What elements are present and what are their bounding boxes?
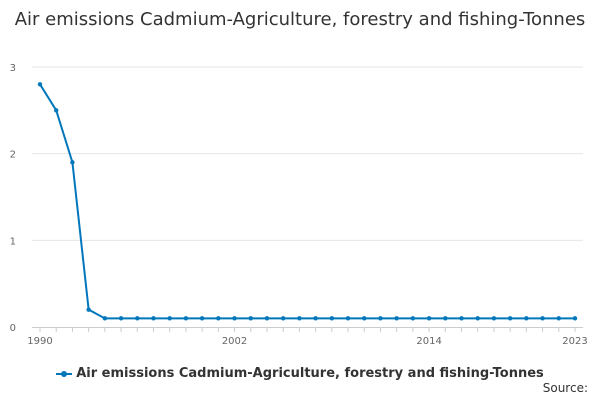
data-point[interactable]: [459, 316, 464, 321]
data-point[interactable]: [280, 316, 286, 321]
data-point[interactable]: [378, 316, 383, 321]
data-point[interactable]: [362, 316, 367, 321]
grid-lines: [32, 66, 583, 241]
data-point[interactable]: [151, 316, 156, 321]
y-axis: 0 1 2 3: [10, 63, 16, 334]
data-point[interactable]: [443, 316, 448, 321]
data-point[interactable]: [524, 316, 529, 321]
legend-label: Air emissions Cadmium-Agriculture, fores…: [76, 366, 544, 381]
x-tick-label: 2023: [562, 336, 587, 347]
data-point[interactable]: [232, 316, 237, 321]
data-point[interactable]: [70, 160, 75, 165]
data-point[interactable]: [102, 316, 108, 321]
data-point[interactable]: [183, 316, 189, 321]
chart-title: Air emissions Cadmium-Agriculture, fores…: [14, 9, 586, 30]
x-tick-label: 2014: [416, 336, 441, 347]
y-tick-label: 3: [10, 63, 16, 74]
series-layer: [37, 82, 578, 321]
data-point[interactable]: [491, 316, 497, 321]
source-label: Source:: [542, 381, 588, 395]
data-point[interactable]: [394, 316, 399, 321]
y-tick-label: 0: [10, 323, 16, 334]
data-point[interactable]: [507, 316, 513, 321]
data-point[interactable]: [345, 316, 351, 321]
data-point[interactable]: [167, 316, 172, 321]
data-point[interactable]: [37, 82, 43, 87]
data-point[interactable]: [329, 316, 335, 321]
x-tick-label: 2002: [222, 336, 247, 347]
data-point[interactable]: [410, 316, 416, 321]
data-point[interactable]: [475, 316, 480, 321]
data-point[interactable]: [248, 316, 253, 321]
data-point[interactable]: [199, 316, 205, 321]
data-point[interactable]: [313, 316, 318, 321]
legend-swatch-icon: [56, 368, 73, 380]
y-tick-label: 1: [10, 236, 16, 247]
data-point[interactable]: [540, 316, 545, 321]
y-tick-label: 2: [10, 150, 16, 161]
series-line: [39, 83, 575, 320]
x-tick-label: 1990: [27, 336, 52, 347]
data-point[interactable]: [86, 307, 91, 312]
data-point[interactable]: [572, 316, 578, 321]
data-point[interactable]: [556, 316, 561, 321]
data-point[interactable]: [426, 316, 432, 321]
data-point[interactable]: [264, 316, 270, 321]
data-point[interactable]: [135, 316, 140, 321]
data-point[interactable]: [54, 108, 59, 113]
data-point[interactable]: [216, 316, 221, 321]
data-point[interactable]: [118, 316, 124, 321]
data-point[interactable]: [297, 316, 302, 321]
legend[interactable]: Air emissions Cadmium-Agriculture, fores…: [0, 366, 600, 381]
x-axis: 1990 2002 2014 2023: [27, 327, 588, 347]
